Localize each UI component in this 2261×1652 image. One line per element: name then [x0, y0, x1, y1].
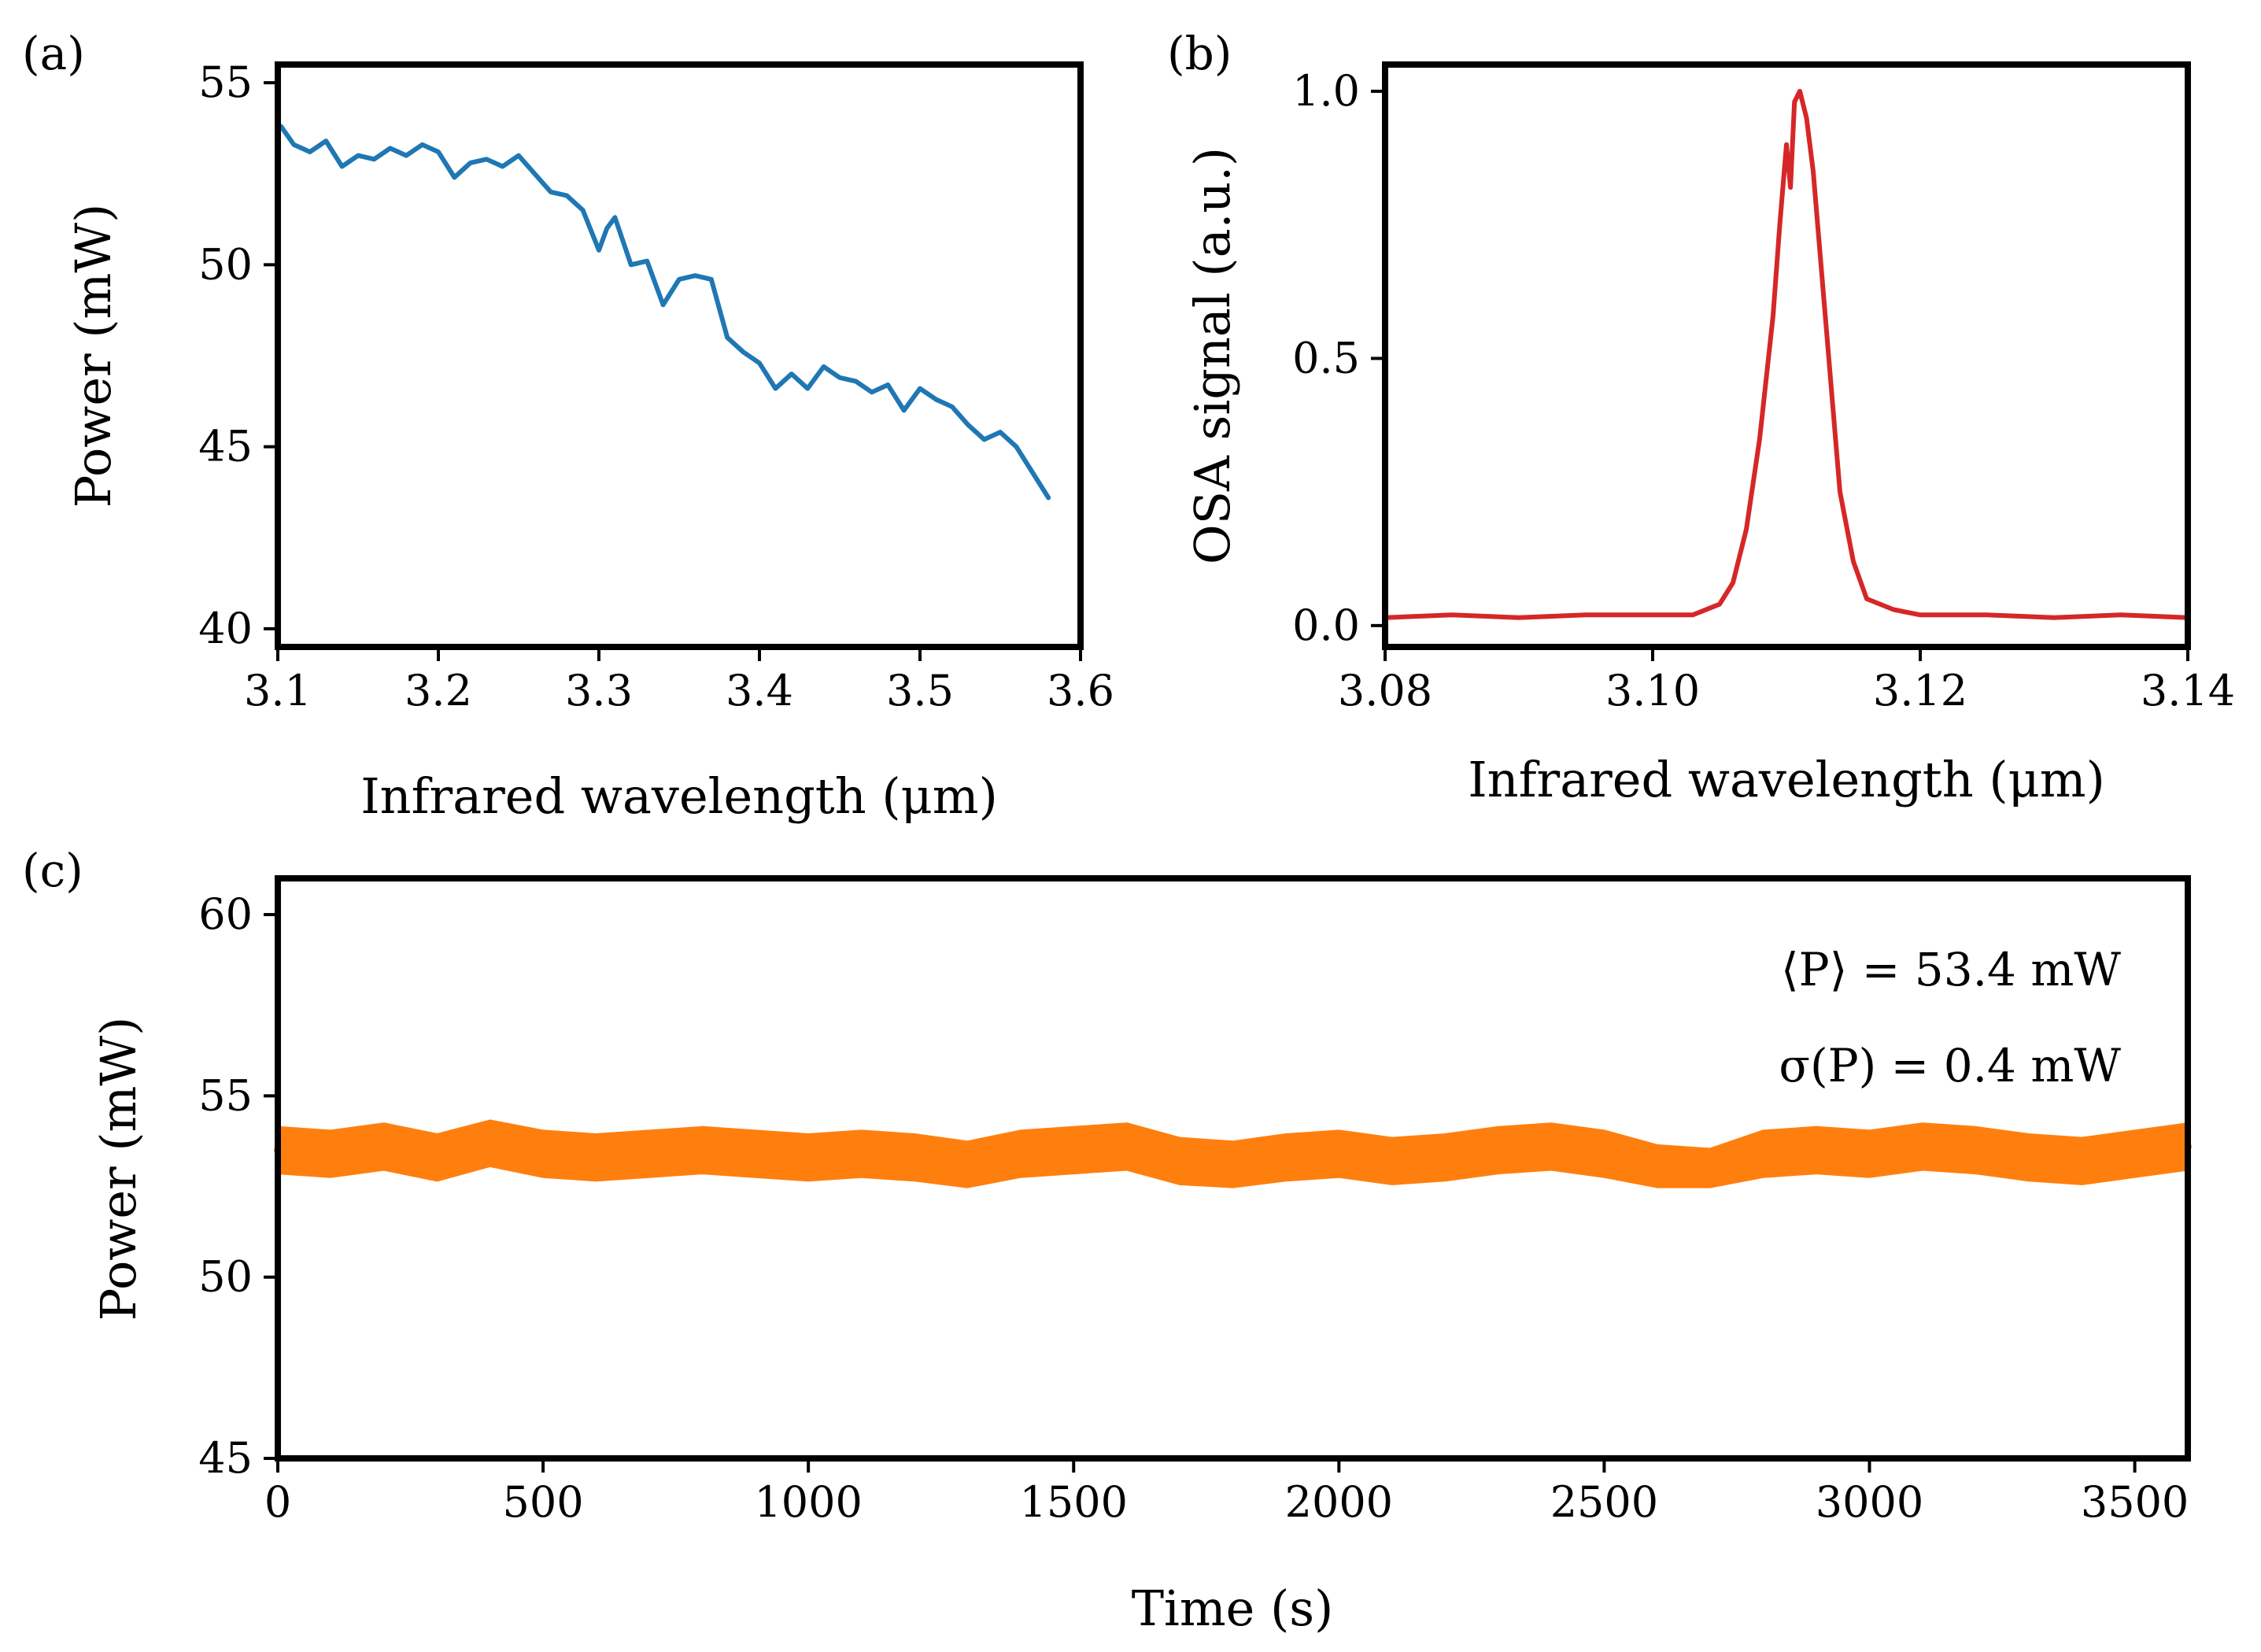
panel-c-series-layer [274, 1119, 2192, 1188]
panel-b-series-line [1383, 88, 2190, 620]
panel-c-std-annotation: σ(P) = 0.4 mW [1779, 1039, 2121, 1092]
panel-c-data-point [1600, 1150, 1609, 1159]
panel-c-data-point [1865, 1150, 1874, 1159]
panel-b-xlabel: Infrared wavelength (μm) [1468, 751, 2105, 808]
panel-c-data-point [433, 1153, 441, 1162]
panel-c-data-point [645, 1150, 653, 1159]
panel-b-xtick-label: 3.08 [1338, 666, 1432, 715]
panel-b-axes-frame [1382, 61, 2191, 650]
panel-c-data-point [1070, 1146, 1078, 1155]
panel-c-xtick-label: 3000 [1816, 1477, 1923, 1527]
panel-c-xtick-label: 2000 [1285, 1477, 1393, 1527]
panel-c-data-point [539, 1150, 548, 1159]
panel-c-data-point [1441, 1153, 1450, 1162]
panel-c-data-point [1016, 1150, 1025, 1159]
panel-c-data-point [1706, 1168, 1715, 1177]
panel-c-data-point [1653, 1164, 1661, 1173]
panel-c-ylabel: Power (mW) [90, 1017, 147, 1321]
panel-c-data-point [379, 1142, 388, 1151]
panel-b-ytick-label: 0.5 [1292, 333, 1360, 383]
panel-a-xtick-label: 3.4 [726, 666, 793, 715]
panel-c-data-point [327, 1150, 335, 1159]
panel-a-tag: (a) [22, 27, 85, 80]
panel-b-ytick-label: 0.0 [1292, 601, 1360, 650]
panel-b-ytick-label: 1.0 [1292, 66, 1360, 116]
panel-c-ytick-label: 55 [198, 1070, 253, 1120]
panel-c-data-point [1494, 1146, 1502, 1155]
panel-a-ticks-layer: 3.1 3.2 3.3 3.4 3.5 3.6 40 45 50 55 [198, 57, 1114, 715]
panel-c-ticks-layer: 0 500 1000 1500 2000 2500 3000 3500 45 50 55 60 [198, 889, 2189, 1527]
panel-a-xtick-label: 3.3 [565, 666, 633, 715]
panel-c-xtick-label: 2500 [1550, 1477, 1658, 1527]
panel-c-data-point [1228, 1160, 1237, 1169]
panel-c-xlabel: Time (s) [1132, 1580, 1334, 1637]
panel-a-series-layer [279, 124, 1051, 501]
panel-a-ylabel: Power (mW) [65, 204, 122, 508]
panel-c-data-point [1281, 1153, 1290, 1162]
panel-c-data-point [1812, 1146, 1821, 1155]
panel-b-tag: (b) [1167, 27, 1232, 80]
panel-c-ytick-label: 45 [198, 1433, 253, 1483]
panel-a-ytick-label: 50 [198, 239, 253, 289]
panel-c-data-point [1335, 1150, 1343, 1159]
panel-a-xlabel: Infrared wavelength (μm) [360, 767, 998, 825]
panel-a-ytick-label: 40 [198, 604, 253, 653]
panel-c-series-band [275, 1119, 2190, 1188]
panel-c-data-point [2024, 1153, 2033, 1162]
panel-b-ticks-layer: 3.08 3.10 3.12 3.14 0.0 0.5 1.0 [1292, 66, 2235, 715]
panel-b-ylabel: OSA signal (a.u.) [1184, 147, 1241, 564]
panel-c-mean-annotation: ⟨P⟩ = 53.4 mW [1781, 943, 2121, 996]
panel-c: (c) 0 500 1000 1500 2000 2500 3000 3500 45 50 55 60… [22, 844, 2192, 1637]
panel-c-data-point [963, 1160, 972, 1169]
panel-c-data-point [2130, 1150, 2139, 1159]
panel-b: (b) 3.08 3.10 3.12 3.14 0.0 0.5 1.0 Infrared w… [1167, 27, 2235, 808]
panel-c-xtick-label: 1000 [754, 1477, 862, 1527]
panel-c-tag: (c) [22, 844, 83, 897]
panel-a-xtick-label: 3.5 [886, 666, 954, 715]
panel-c-data-point [2078, 1157, 2086, 1166]
panel-c-data-point [486, 1139, 494, 1148]
panel-c-data-point [1176, 1157, 1184, 1166]
panel-c-data-point [1759, 1150, 1768, 1159]
panel-c-data-point [751, 1150, 759, 1159]
panel-c-data-point [1387, 1157, 1396, 1166]
panel-b-series-layer [1383, 88, 2190, 620]
panel-a-ytick-label: 45 [198, 422, 253, 471]
panel-c-xtick-label: 1500 [1020, 1477, 1128, 1527]
panel-c-ytick-label: 60 [198, 889, 253, 939]
panel-c-data-point [1122, 1142, 1131, 1151]
panel-c-data-point [1971, 1146, 1980, 1155]
panel-c-xtick-label: 500 [503, 1477, 584, 1527]
panel-c-ytick-label: 50 [198, 1252, 253, 1302]
panel-a-axes-frame [275, 61, 1084, 650]
panel-b-xtick-label: 3.10 [1605, 666, 1700, 715]
panel-a-xtick-label: 3.1 [244, 666, 312, 715]
panel-c-data-point [592, 1153, 600, 1162]
panel-b-xtick-label: 3.14 [2141, 666, 2235, 715]
panel-b-xtick-label: 3.12 [1873, 666, 1967, 715]
panel-c-data-point [857, 1150, 866, 1159]
panel-c-data-point [698, 1146, 707, 1155]
panel-c-data-point [911, 1153, 918, 1162]
panel-c-xtick-label: 3500 [2081, 1477, 2189, 1527]
panel-a-ytick-label: 55 [198, 57, 253, 107]
panel-a-series-line [279, 124, 1051, 501]
panel-a-xtick-label: 3.2 [405, 666, 472, 715]
panel-a: (a) 3.1 3.2 3.3 3.4 3.5 3.6 40 45 50 55 Infrared … [22, 27, 1114, 825]
panel-c-axes-frame [275, 875, 2191, 1462]
panel-c-data-point [804, 1153, 813, 1162]
panel-a-xtick-label: 3.6 [1047, 666, 1114, 715]
panel-c-data-point [1918, 1142, 1927, 1151]
panel-c-data-point [1547, 1142, 1555, 1151]
panel-c-xtick-label: 0 [264, 1477, 291, 1527]
